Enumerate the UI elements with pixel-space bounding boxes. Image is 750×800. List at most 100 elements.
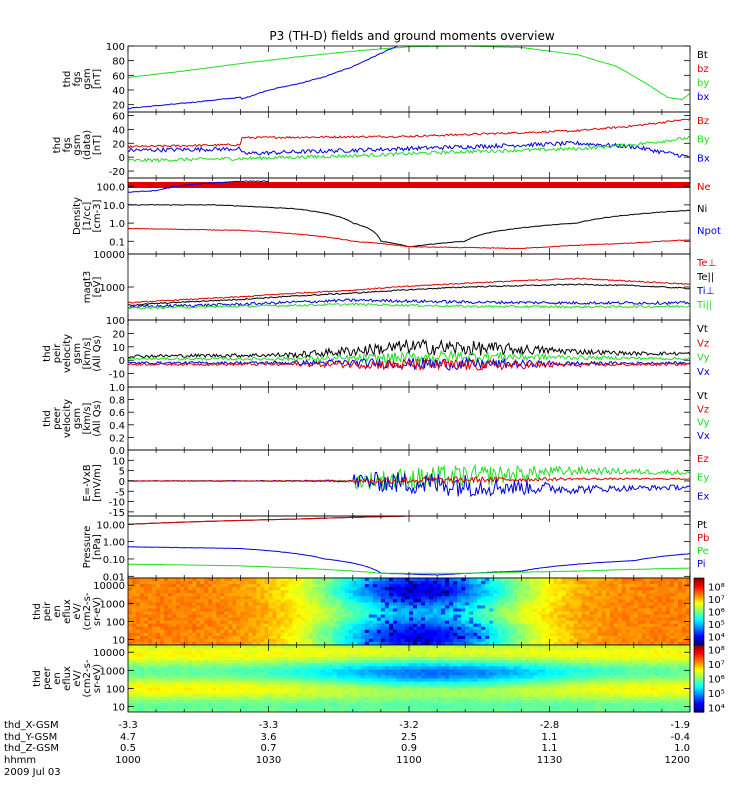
spectrogram-cell — [404, 626, 410, 631]
spectrogram-cell — [236, 651, 241, 655]
spectrogram-cell — [501, 587, 506, 591]
spectrogram-cell — [260, 581, 266, 585]
spectrogram-cell — [529, 611, 535, 616]
y-axis-label-line: [nPa] — [92, 534, 103, 560]
spectrogram-cell — [176, 672, 181, 677]
spectrogram-cell — [156, 629, 161, 634]
spectrogram-cell — [304, 699, 310, 704]
spectrogram-cell — [449, 641, 454, 645]
spectrogram-cell — [585, 608, 591, 613]
spectrogram-cell — [140, 626, 145, 631]
spectrogram-cell — [625, 617, 631, 622]
spectrogram-cell — [352, 629, 358, 634]
spectrogram-cell — [272, 669, 278, 674]
spectrogram-cell — [140, 584, 145, 588]
spectrogram-cell — [252, 578, 258, 582]
spectrogram-cell — [240, 669, 246, 674]
spectrogram-cell — [200, 596, 205, 600]
spectrogram-cell — [272, 693, 278, 698]
spectrogram-cell — [376, 602, 382, 607]
spectrogram-cell — [449, 587, 454, 591]
spectrogram-cell — [449, 614, 454, 619]
spectrogram-cell — [288, 645, 294, 649]
spectrogram-cell — [172, 623, 177, 628]
spectrogram-cell — [340, 681, 346, 686]
spectrogram-cell — [493, 629, 498, 634]
spectrogram-cell — [413, 581, 418, 585]
spectrogram-cell — [276, 687, 282, 692]
spectrogram-cell — [320, 702, 326, 707]
spectrogram-cell — [236, 632, 241, 637]
spectrogram-cell — [196, 648, 201, 652]
spectrogram-cell — [132, 693, 137, 698]
spectrogram-cell — [328, 663, 334, 667]
spectrogram-cell — [404, 614, 410, 619]
spectrogram-cell — [292, 578, 298, 582]
spectrogram-cell — [328, 602, 334, 607]
spectrogram-cell — [244, 581, 250, 585]
spectrogram-cell — [260, 623, 266, 628]
spectrogram-cell — [477, 602, 482, 607]
spectrogram-cell — [344, 626, 350, 631]
spectrogram-cell — [156, 669, 161, 674]
spectrogram-cell — [400, 602, 406, 607]
spectrogram-cell — [336, 587, 342, 591]
spectrogram-cell — [344, 678, 350, 683]
spectrogram-cell — [260, 620, 266, 625]
spectrogram-cell — [525, 632, 531, 637]
spectrogram-cell — [376, 593, 382, 597]
spectrogram-cell — [601, 614, 607, 619]
spectrogram-cell — [184, 690, 189, 695]
spectrogram-cell — [160, 663, 165, 667]
spectrogram-cell — [264, 638, 270, 643]
spectrogram-cell — [144, 638, 149, 643]
spectrogram-cell — [609, 617, 615, 622]
legend-entry: Vz — [697, 404, 709, 415]
spectrogram-cell — [128, 608, 133, 613]
spectrogram-cell — [196, 660, 201, 664]
spectrogram-cell — [156, 590, 161, 594]
spectrogram-cell — [156, 681, 161, 686]
spectrogram-cell — [212, 593, 217, 597]
spectrogram-cell — [140, 690, 145, 695]
spectrogram-cell — [204, 635, 209, 640]
spectrogram-cell — [212, 705, 217, 710]
spectrogram-cell — [336, 590, 342, 594]
spectrogram-cell — [340, 684, 346, 689]
spectrogram-cell — [248, 611, 254, 616]
spectrogram-cell — [192, 702, 197, 707]
spectrogram-cell — [368, 590, 374, 594]
spectrogram-cell — [148, 705, 153, 710]
spectrogram-cell — [292, 708, 298, 712]
spectrogram-cell — [669, 629, 675, 634]
spectrogram-cell — [549, 614, 555, 619]
spectrogram-cell — [172, 678, 177, 683]
spectrogram-cell — [625, 620, 631, 625]
spectrogram-cell — [340, 605, 346, 610]
spectrogram-cell — [453, 593, 458, 597]
spectrogram-cell — [136, 651, 141, 655]
y-tick-label: 1000 — [100, 599, 125, 610]
spectrogram-cell — [184, 660, 189, 664]
spectrogram-cell — [208, 669, 213, 674]
spectrogram-cell — [685, 581, 690, 585]
spectrogram-cell — [332, 593, 338, 597]
spectrogram-cell — [344, 708, 350, 712]
spectrogram-cell — [160, 623, 165, 628]
spectrogram-cell — [256, 648, 262, 652]
spectrogram-cell — [236, 660, 241, 664]
spectrogram-cell — [204, 657, 209, 661]
spectrogram-cell — [180, 651, 185, 655]
spectrogram-cell — [128, 587, 133, 591]
spectrogram-cell — [344, 590, 350, 594]
spectrogram-cell — [445, 584, 450, 588]
spectrogram-cell — [300, 657, 306, 661]
spectrogram-cell — [380, 581, 386, 585]
spectrogram-cell — [264, 635, 270, 640]
spectrogram-cell — [320, 599, 326, 603]
spectrogram-cell — [481, 587, 486, 591]
spectrogram-cell — [260, 638, 266, 643]
spectrogram-cell — [473, 593, 478, 597]
spectrogram-cell — [429, 635, 434, 640]
spectrogram-cell — [204, 687, 209, 692]
